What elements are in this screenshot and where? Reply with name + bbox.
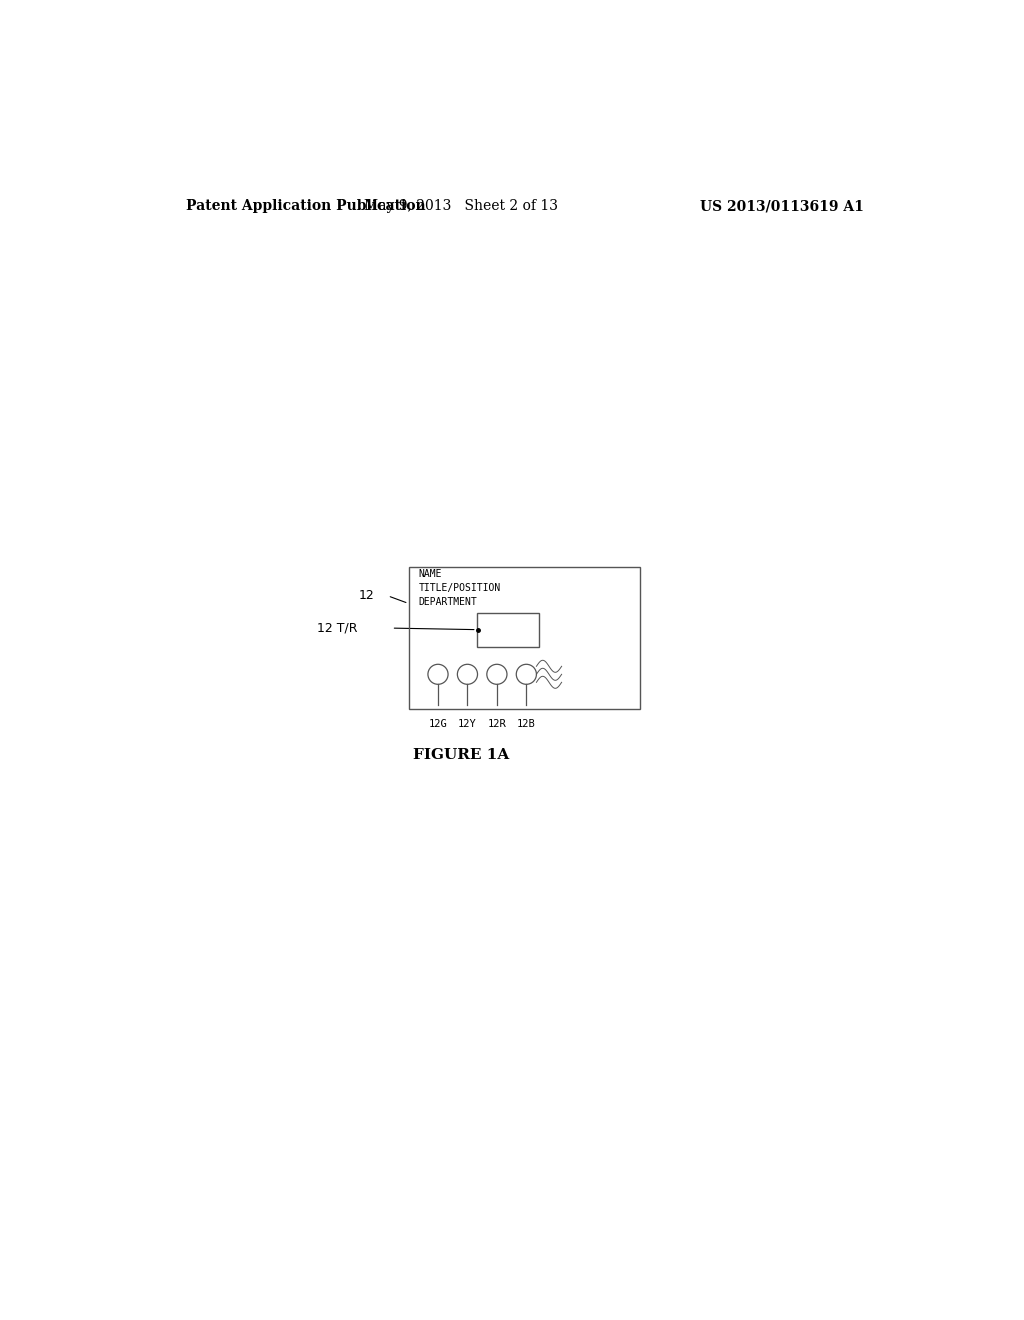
Text: FIGURE 1A: FIGURE 1A [413,748,509,762]
Text: May 9, 2013   Sheet 2 of 13: May 9, 2013 Sheet 2 of 13 [365,199,558,213]
Text: 12Y: 12Y [458,719,477,729]
Text: 12: 12 [358,589,375,602]
Bar [409,566,640,709]
Text: 12G: 12G [429,719,447,729]
Text: Patent Application Publication: Patent Application Publication [186,199,426,213]
Text: 12 T/R: 12 T/R [316,622,357,635]
Text: TITLE/POSITION: TITLE/POSITION [419,583,501,593]
Text: US 2013/0113619 A1: US 2013/0113619 A1 [700,199,864,213]
Text: 12R: 12R [487,719,506,729]
Bar [477,612,539,647]
Text: 12B: 12B [517,719,536,729]
Text: NAME: NAME [419,569,442,579]
Text: DEPARTMENT: DEPARTMENT [419,597,477,607]
